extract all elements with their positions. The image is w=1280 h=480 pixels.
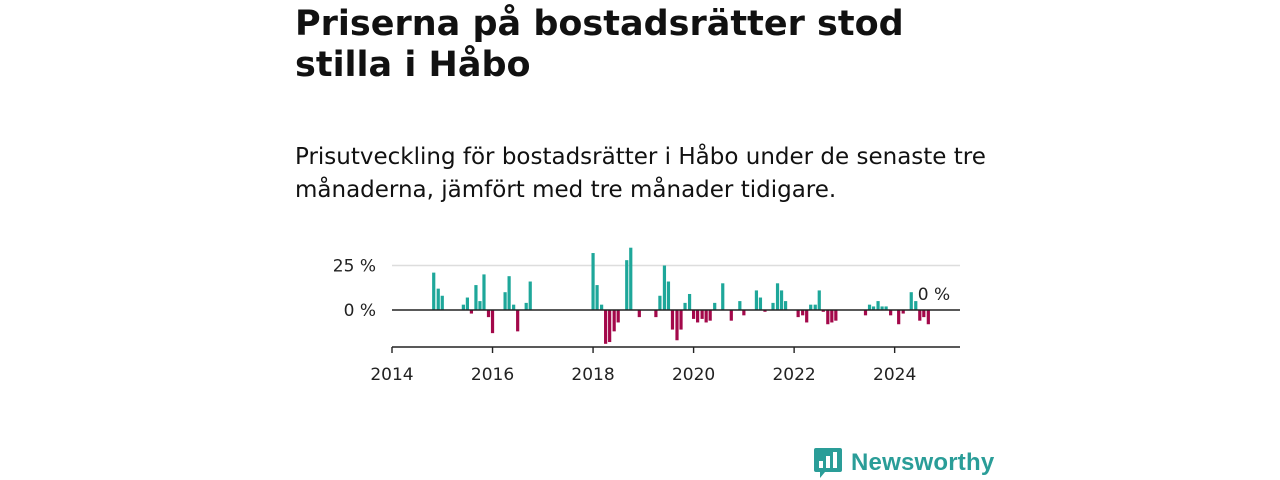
bar (616, 310, 620, 323)
bar (503, 292, 507, 310)
bar (909, 292, 913, 310)
newsworthy-logo-text: Newsworthy (851, 449, 995, 476)
bar (612, 310, 616, 332)
bar (469, 310, 474, 314)
bar (880, 306, 884, 310)
latest-value-annotation: 0 % (918, 285, 950, 305)
bar (871, 306, 876, 310)
bar (884, 306, 888, 310)
bar (742, 310, 746, 316)
bar (897, 310, 901, 325)
bar (440, 295, 444, 310)
bar (926, 310, 930, 325)
bar (432, 272, 436, 310)
bar (863, 310, 868, 316)
chart-title: Priserna på bostadsrätter stod stilla i … (295, 4, 904, 85)
x-tick-label: 2022 (772, 365, 815, 385)
bar (670, 310, 675, 330)
bar (482, 274, 486, 310)
bar (813, 304, 817, 310)
bar (474, 285, 478, 310)
bar (465, 297, 469, 310)
newsworthy-logo[interactable]: Newsworthy (813, 446, 994, 480)
bar (658, 295, 662, 310)
bar (708, 310, 712, 321)
bar (696, 310, 700, 323)
bar (662, 265, 667, 310)
bar (600, 304, 604, 310)
bar (700, 310, 704, 319)
bar (867, 304, 872, 310)
y-tick-label: 0 % (344, 301, 376, 321)
y-tick-label: 25 % (333, 257, 376, 277)
bar (675, 310, 679, 341)
bar (516, 310, 520, 332)
bar (604, 310, 608, 344)
chart-subtitle: Prisutveckling för bostadsrätter i Håbo … (295, 144, 986, 203)
bar (704, 310, 708, 323)
bar (629, 247, 633, 310)
bar (783, 301, 788, 310)
bar (512, 304, 516, 310)
bar (478, 301, 482, 310)
bar (801, 310, 805, 316)
bar (507, 276, 511, 310)
bar (591, 253, 595, 310)
bar (826, 310, 830, 325)
bar (889, 310, 893, 316)
bar (779, 290, 784, 310)
bar (461, 304, 465, 310)
newsworthy-logo-icon (814, 448, 842, 478)
bar (763, 310, 767, 312)
bar (608, 310, 612, 343)
bars (432, 247, 930, 344)
bar (666, 281, 671, 310)
bar (721, 283, 725, 310)
bar (775, 283, 780, 310)
bar (834, 310, 838, 321)
bar (490, 310, 495, 334)
bar (805, 310, 809, 323)
labels: 0 % 25 % 2014 2016 2018 2020 2022 2024 0 % (333, 257, 950, 386)
axes (391, 309, 960, 353)
bar (625, 260, 629, 310)
bar (738, 301, 742, 310)
bar (830, 310, 834, 323)
bar (595, 285, 599, 310)
bar (914, 301, 918, 310)
x-tick-label: 2014 (370, 365, 413, 385)
bar (809, 304, 813, 310)
bar (524, 302, 528, 310)
bar (637, 310, 641, 318)
bar (486, 310, 491, 318)
bar (679, 310, 683, 330)
bar (436, 288, 440, 310)
x-tick-label: 2024 (873, 365, 916, 385)
bar (918, 310, 922, 321)
x-tick-label: 2016 (471, 365, 514, 385)
x-tick-label: 2020 (672, 365, 715, 385)
bar (687, 293, 692, 310)
bar (922, 310, 926, 318)
bar (528, 281, 532, 310)
bar (771, 302, 775, 310)
x-tick-label: 2018 (571, 365, 614, 385)
bar (729, 310, 733, 321)
bar (691, 310, 696, 319)
bar (754, 290, 759, 310)
bar (683, 302, 687, 310)
bar (876, 301, 880, 310)
bar (821, 310, 825, 312)
bar (796, 310, 800, 318)
bar (713, 302, 717, 310)
bar (901, 310, 905, 314)
bar (654, 310, 658, 318)
bar (817, 290, 821, 310)
bar (758, 297, 763, 310)
